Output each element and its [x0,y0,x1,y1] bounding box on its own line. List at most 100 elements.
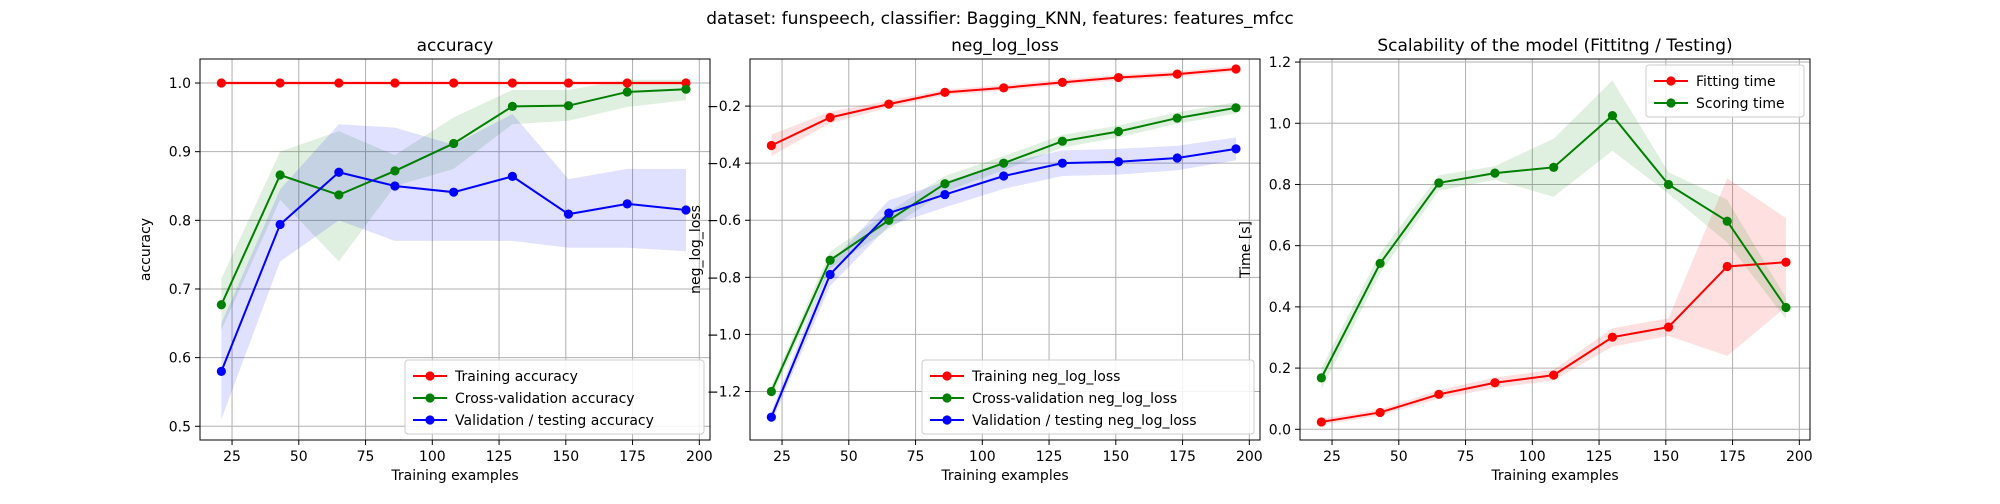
data-point-cross-validation-neg-log-loss [825,255,835,265]
data-point-training-neg-log-loss [1172,69,1182,79]
x-tick-label: 150 [552,449,579,465]
x-tick-label: 150 [1102,449,1129,465]
legend-label: Fitting time [1696,74,1776,90]
y-tick-label: −0.2 [707,99,741,115]
legend-marker-fitting-time [1666,76,1676,86]
data-point-fitting-time [1781,257,1791,267]
legend-label: Validation / testing neg_log_loss [972,413,1197,429]
data-point-cross-validation-accuracy [449,138,459,149]
data-point-scoring-time [1434,178,1444,188]
chart-panel-2: 25 50 75 100 125 150 175 200 −1.2 −1.0 −0.8 −0.6 −0.… [688,36,1263,484]
x-tick-label: 50 [290,449,308,465]
data-point-training-accuracy [334,78,344,88]
data-point-validation-testing-accuracy [563,209,574,219]
data-point-scoring-time [1375,258,1385,269]
y-tick-label: 1.0 [169,76,191,92]
x-tick-label: 100 [969,449,996,465]
data-point-cross-validation-accuracy [216,300,226,310]
axes-frame [199,58,711,441]
axes-frame [1299,58,1811,441]
y-tick-label: 0.5 [169,419,191,435]
y-tick-label: 0.7 [169,282,191,298]
data-point-validation-testing-accuracy [334,167,344,177]
data-point-training-neg-log-loss [884,99,894,109]
chart-title: neg_log_loss [951,36,1059,56]
data-point-validation-testing-neg-log-loss [999,171,1009,181]
data-point-fitting-time [1434,389,1444,400]
data-point-validation-testing-neg-log-loss [1113,157,1124,167]
legend-marker-training-accuracy [425,371,435,381]
x-tick-label: 25 [773,449,791,465]
data-point-scoring-time [1490,168,1500,178]
x-tick-label: 200 [1786,449,1813,465]
y-axis-label: neg_log_loss [688,205,704,294]
x-tick-label: 50 [840,449,858,465]
x-tick-label: 200 [686,449,713,465]
data-point-training-neg-log-loss [1057,77,1068,88]
legend-label: Scoring time [1696,96,1785,112]
y-tick-label: −0.4 [707,156,741,172]
panels: 25 50 75 100 125 150 175 200 0.5 0.6 0.7 0.8 0.9 1.0 a… [138,36,1813,484]
data-point-validation-testing-accuracy [216,366,226,376]
data-point-training-neg-log-loss [766,140,776,151]
chart-title: accuracy [417,36,494,56]
data-point-fitting-time [1607,332,1618,342]
axes-frame [749,58,1261,441]
x-tick-label: 75 [1457,449,1475,465]
data-point-fitting-time [1316,417,1326,427]
y-tick-label: −1.0 [707,327,741,343]
band-validation-testing-accuracy [221,113,686,420]
legend-label: Cross-validation accuracy [455,391,635,407]
y-tick-label: 0.9 [169,145,191,161]
data-point-training-accuracy [507,78,518,88]
y-tick-label: 0.6 [1269,239,1291,255]
band-scoring-time [1321,80,1786,390]
x-tick-label: 25 [1323,449,1341,465]
data-point-cross-validation-accuracy [681,84,691,94]
data-point-validation-testing-neg-log-loss [1231,144,1241,154]
data-point-fitting-time [1663,322,1674,332]
data-point-training-accuracy [275,78,285,88]
x-tick-label: 25 [223,449,241,465]
y-tick-label: −0.8 [707,270,741,286]
data-point-cross-validation-neg-log-loss [999,158,1009,168]
data-point-fitting-time [1722,261,1732,272]
data-point-scoring-time [1722,216,1732,226]
figure-suptitle: dataset: funspeech, classifier: Bagging_… [706,9,1294,29]
chart-panel-3: 25 50 75 100 125 150 175 200 0.0 0.2 0.4 0.6 0.8 1.0 1… [1238,36,1813,484]
x-tick-label: 200 [1236,449,1263,465]
legend: Training neg_log_loss Cross-validation ne… [921,359,1255,435]
data-point-cross-validation-accuracy [507,101,518,111]
legend-label: Cross-validation neg_log_loss [972,391,1177,407]
x-tick-label: 100 [419,449,446,465]
data-point-cross-validation-accuracy [622,87,632,97]
data-point-validation-testing-accuracy [390,181,400,191]
legend-marker-scoring-time [1666,98,1676,108]
data-point-cross-validation-accuracy [390,166,400,176]
x-axis-label: Training examples [940,468,1068,484]
y-tick-label: 0.6 [169,351,191,367]
data-point-scoring-time [1316,373,1326,383]
legend-marker-cross-validation-accuracy [425,393,435,403]
data-point-validation-testing-accuracy [275,219,285,230]
x-axis-label: Training examples [390,468,518,484]
data-point-cross-validation-neg-log-loss [1172,113,1182,123]
x-tick-label: 75 [907,449,925,465]
data-point-validation-testing-accuracy [681,205,691,215]
x-tick-label: 125 [1586,449,1613,465]
data-point-validation-testing-neg-log-loss [1172,153,1182,163]
data-point-fitting-time [1375,407,1385,418]
legend-marker-validation-testing-accuracy [425,415,435,425]
y-tick-label: −1.2 [707,384,741,400]
legend-label: Validation / testing accuracy [455,413,654,429]
data-point-cross-validation-accuracy [563,101,574,111]
data-point-training-accuracy [449,78,459,88]
x-tick-label: 125 [486,449,513,465]
data-point-training-accuracy [216,78,226,88]
data-point-training-accuracy [390,78,400,88]
data-point-training-accuracy [563,78,574,88]
legend-marker-validation-testing-neg-log-loss [942,415,952,425]
x-tick-label: 175 [1169,449,1196,465]
